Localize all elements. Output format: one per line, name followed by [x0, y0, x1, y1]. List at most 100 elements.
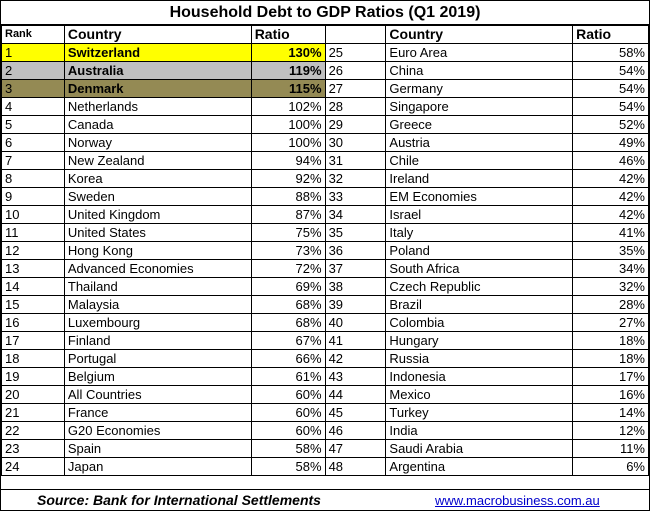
ratio-cell: 58% [572, 43, 649, 62]
ratio-cell: 52% [572, 115, 649, 134]
table-row: 13 Advanced Economies 72% 37 South Africa 34% [1, 259, 649, 278]
rank-cell: 21 [1, 403, 65, 422]
country-cell: South Africa [385, 259, 574, 278]
rank-cell: 26 [324, 61, 387, 80]
ratio-cell: 102% [250, 97, 326, 116]
ratio-cell: 35% [572, 241, 649, 260]
country-cell: Colombia [385, 313, 574, 332]
table-body: 1 Switzerland 130% 25 Euro Area 58% 2 Australia… [1, 43, 649, 476]
country-cell: United Kingdom [63, 205, 252, 224]
rank-cell: 46 [324, 421, 387, 440]
table-row: 11 United States 75% 35 Italy 41% [1, 223, 649, 242]
country-cell: Hong Kong [63, 241, 252, 260]
ratio-cell: 88% [250, 187, 326, 206]
header-country-right: Country [385, 25, 574, 44]
ratio-cell: 54% [572, 79, 649, 98]
rank-cell: 19 [1, 367, 65, 386]
country-cell: Spain [63, 439, 252, 458]
website-link[interactable]: www.macrobusiness.com.au [435, 493, 600, 508]
rank-cell: 15 [1, 295, 65, 314]
table-row: 22 G20 Economies 60% 46 India 12% [1, 421, 649, 440]
country-cell: Turkey [385, 403, 574, 422]
ratio-cell: 72% [250, 259, 326, 278]
country-cell: Denmark [63, 79, 252, 98]
ratio-cell: 17% [572, 367, 649, 386]
country-cell: Switzerland [63, 43, 252, 62]
rank-cell: 30 [324, 133, 387, 152]
ratio-cell: 61% [250, 367, 326, 386]
country-cell: Euro Area [385, 43, 574, 62]
ratio-cell: 60% [250, 403, 326, 422]
ratio-cell: 94% [250, 151, 326, 170]
table-row: 15 Malaysia 68% 39 Brazil 28% [1, 295, 649, 314]
country-cell: Israel [385, 205, 574, 224]
ratio-table: Rank Country Ratio Country Ratio 1 Switze… [1, 25, 649, 476]
country-cell: EM Economies [385, 187, 574, 206]
ratio-cell: 11% [572, 439, 649, 458]
country-cell: China [385, 61, 574, 80]
table-row: 9 Sweden 88% 33 EM Economies 42% [1, 187, 649, 206]
rank-cell: 31 [324, 151, 387, 170]
country-cell: Belgium [63, 367, 252, 386]
rank-cell: 23 [1, 439, 65, 458]
ratio-cell: 14% [572, 403, 649, 422]
ratio-cell: 28% [572, 295, 649, 314]
country-cell: Argentina [385, 457, 574, 476]
ratio-cell: 58% [250, 439, 326, 458]
rank-cell: 17 [1, 331, 65, 350]
table-row: 8 Korea 92% 32 Ireland 42% [1, 169, 649, 188]
table-row: 12 Hong Kong 73% 36 Poland 35% [1, 241, 649, 260]
rank-cell: 40 [324, 313, 387, 332]
table-row: 18 Portugal 66% 42 Russia 18% [1, 349, 649, 368]
ratio-cell: 18% [572, 331, 649, 350]
country-cell: France [63, 403, 252, 422]
country-cell: Thailand [63, 277, 252, 296]
rank-cell: 1 [1, 43, 65, 62]
ratio-cell: 100% [250, 133, 326, 152]
header-rank-left: Rank [1, 25, 65, 44]
table-row: 3 Denmark 115% 27 Germany 54% [1, 79, 649, 98]
country-cell: Sweden [63, 187, 252, 206]
rank-cell: 33 [324, 187, 387, 206]
rank-cell: 47 [324, 439, 387, 458]
header-ratio-right: Ratio [572, 25, 649, 44]
country-cell: Russia [385, 349, 574, 368]
rank-cell: 25 [324, 43, 387, 62]
country-cell: Hungary [385, 331, 574, 350]
ratio-cell: 42% [572, 187, 649, 206]
ratio-cell: 69% [250, 277, 326, 296]
country-cell: Canada [63, 115, 252, 134]
ratio-cell: 42% [572, 169, 649, 188]
rank-cell: 5 [1, 115, 65, 134]
country-cell: Poland [385, 241, 574, 260]
rank-cell: 13 [1, 259, 65, 278]
country-cell: Ireland [385, 169, 574, 188]
table-row: 17 Finland 67% 41 Hungary 18% [1, 331, 649, 350]
ratio-cell: 60% [250, 385, 326, 404]
country-cell: Norway [63, 133, 252, 152]
ratio-cell: 12% [572, 421, 649, 440]
header-ratio-left: Ratio [250, 25, 326, 44]
rank-cell: 18 [1, 349, 65, 368]
country-cell: New Zealand [63, 151, 252, 170]
rank-cell: 32 [324, 169, 387, 188]
country-cell: Netherlands [63, 97, 252, 116]
rank-cell: 29 [324, 115, 387, 134]
ratio-cell: 67% [250, 331, 326, 350]
country-cell: Mexico [385, 385, 574, 404]
table-row: 4 Netherlands 102% 28 Singapore 54% [1, 97, 649, 116]
rank-cell: 42 [324, 349, 387, 368]
rank-cell: 2 [1, 61, 65, 80]
rank-cell: 8 [1, 169, 65, 188]
country-cell: Greece [385, 115, 574, 134]
ratio-cell: 46% [572, 151, 649, 170]
ratio-cell: 54% [572, 61, 649, 80]
ratio-cell: 115% [250, 79, 326, 98]
ratio-cell: 60% [250, 421, 326, 440]
table-row: 23 Spain 58% 47 Saudi Arabia 11% [1, 439, 649, 458]
rank-cell: 12 [1, 241, 65, 260]
ratio-cell: 27% [572, 313, 649, 332]
country-cell: Korea [63, 169, 252, 188]
ratio-cell: 6% [572, 457, 649, 476]
